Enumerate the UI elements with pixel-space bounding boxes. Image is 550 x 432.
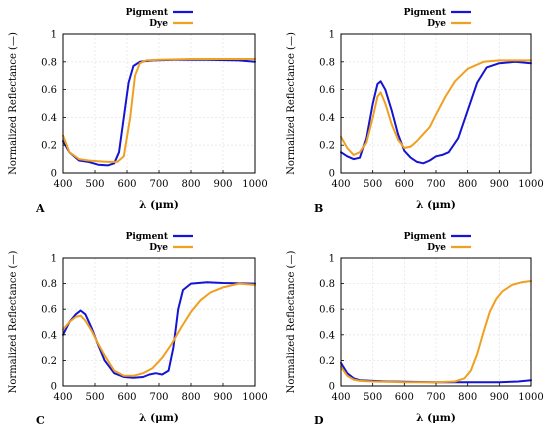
y-tick-label: 0: [329, 169, 335, 180]
y-tick-label: 0.4: [41, 113, 57, 124]
y-tick-label: 1: [51, 30, 57, 41]
x-tick-label: 700: [426, 179, 445, 190]
y-tick-label: 0.8: [41, 279, 57, 290]
x-tick-label: 500: [85, 179, 104, 190]
x-tick-label: 400: [53, 392, 72, 403]
grid: [62, 257, 256, 387]
y-tick-label: 0.6: [41, 85, 57, 96]
series-line-dye: [62, 282, 256, 377]
x-axis-label: λ (μm): [139, 199, 179, 211]
legend-label: Dye: [149, 19, 168, 29]
x-tick-label: 700: [149, 179, 168, 190]
x-tick-label: 900: [213, 392, 232, 403]
y-tick-label: 0.8: [319, 279, 335, 290]
y-tick-label: 0: [329, 382, 335, 393]
y-axis-label: Normalized Reflectance (—): [8, 32, 19, 175]
y-tick-label: 0.8: [41, 57, 57, 68]
x-tick-label: 1000: [242, 392, 267, 403]
panel-letter: A: [35, 202, 45, 215]
series-line-pigment: [62, 281, 256, 379]
x-tick-label: 400: [331, 179, 350, 190]
x-axis-label: λ (μm): [416, 412, 456, 424]
legend-label: Dye: [427, 19, 446, 29]
x-tick-label: 600: [395, 179, 414, 190]
x-tick-label: 900: [490, 392, 509, 403]
y-tick-label: 0.4: [319, 113, 335, 124]
y-tick-label: 0.2: [319, 356, 335, 367]
y-tick-label: 1: [51, 254, 57, 265]
x-tick-label: 400: [53, 179, 72, 190]
y-tick-label: 1: [329, 254, 335, 265]
y-tick-label: 0.4: [41, 330, 57, 341]
x-axis-label: λ (μm): [416, 199, 456, 211]
legend-label: Pigment: [404, 8, 447, 18]
y-axis-label: Normalized Reflectance (—): [8, 251, 19, 394]
x-tick-label: 800: [181, 392, 200, 403]
panel-c: 400 500 600 700 800 900 1000 0 0.2 0.4 0.6 0.8 1 λ (μ…: [8, 232, 268, 427]
x-tick-label: 700: [426, 392, 445, 403]
y-tick-label: 0.2: [319, 141, 335, 152]
x-tick-label: 400: [331, 392, 350, 403]
grid: [340, 33, 532, 174]
y-tick-label: 1: [329, 30, 335, 41]
x-tick-label: 600: [395, 392, 414, 403]
legend-label: Pigment: [404, 232, 447, 242]
y-tick-label: 0.6: [41, 305, 57, 316]
series-line-pigment: [340, 60, 532, 165]
y-tick-label: 0.4: [319, 330, 335, 341]
panel-d: 400 500 600 700 800 900 1000 0 0.2 0.4 0.6 0.8 1 λ (μ…: [286, 232, 544, 427]
x-tick-label: 800: [458, 392, 477, 403]
y-tick-label: 0.2: [41, 141, 57, 152]
x-tick-label: 500: [363, 392, 382, 403]
panel-b: 400 500 600 700 800 900 1000 0 0.2 0.4 0.6 0.8 1 λ (μ…: [286, 8, 544, 215]
x-tick-label: 600: [117, 179, 136, 190]
panel-letter: C: [36, 414, 45, 427]
series-line-dye: [340, 280, 532, 384]
y-axis-label: Normalized Reflectance (—): [286, 251, 297, 394]
legend-label: Dye: [149, 243, 168, 253]
x-tick-label: 1000: [518, 179, 543, 190]
x-tick-label: 900: [490, 179, 509, 190]
x-tick-label: 800: [181, 179, 200, 190]
x-tick-label: 900: [213, 179, 232, 190]
y-tick-label: 0: [51, 382, 57, 393]
x-tick-label: 800: [458, 179, 477, 190]
x-tick-label: 1000: [242, 179, 267, 190]
panel-letter: B: [314, 202, 323, 215]
x-tick-label: 600: [117, 392, 136, 403]
x-axis-label: λ (μm): [139, 412, 179, 424]
grid: [62, 33, 256, 174]
series-line-dye: [62, 58, 256, 163]
x-tick-label: 500: [363, 179, 382, 190]
x-tick-label: 1000: [518, 392, 543, 403]
x-tick-label: 500: [85, 392, 104, 403]
legend-label: Dye: [427, 243, 446, 253]
legend-label: Pigment: [126, 232, 169, 242]
y-tick-label: 0: [51, 169, 57, 180]
y-tick-label: 0.6: [319, 85, 335, 96]
series-line-dye: [340, 59, 532, 156]
y-axis-label: Normalized Reflectance (—): [286, 32, 297, 175]
panel-letter: D: [314, 414, 324, 427]
y-tick-label: 0.2: [41, 356, 57, 367]
legend-label: Pigment: [126, 8, 169, 18]
y-tick-label: 0.6: [319, 305, 335, 316]
grid: [340, 257, 532, 387]
x-tick-label: 700: [149, 392, 168, 403]
panel-a: 400 500 600 700 800 900 1000 0 0.2 0.4 0.6 0.8 1 λ (μ…: [8, 8, 268, 215]
y-tick-label: 0.8: [319, 57, 335, 68]
